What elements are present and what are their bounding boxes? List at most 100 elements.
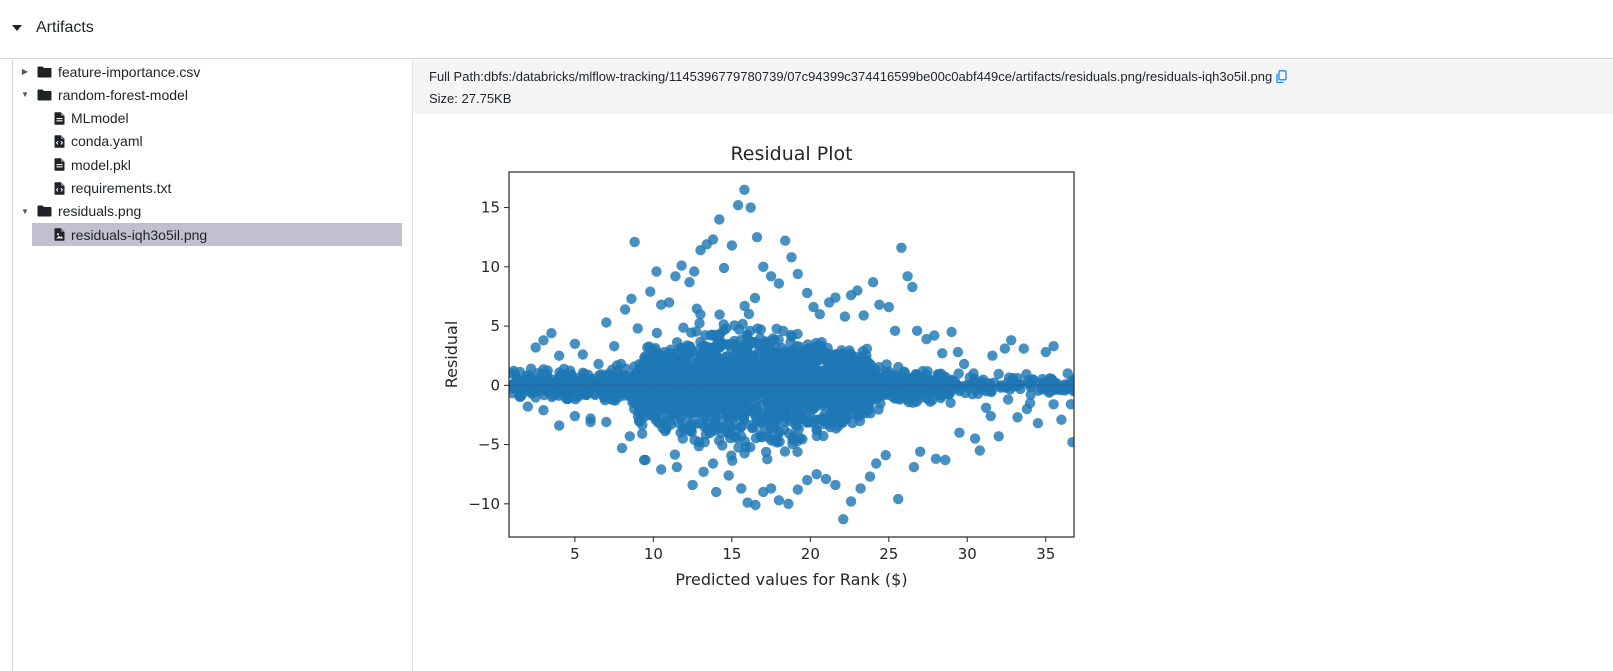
scatter-point — [883, 301, 894, 313]
scatter-point — [632, 323, 643, 334]
scatter-point — [747, 422, 758, 434]
scatter-point — [911, 325, 923, 336]
scatter-point — [752, 361, 763, 373]
caret-down-icon[interactable] — [12, 25, 22, 31]
scatter-point — [845, 496, 857, 507]
tree-item-conda-yaml[interactable]: conda.yaml — [32, 130, 402, 153]
artifacts-section-header[interactable]: Artifacts — [0, 0, 1613, 59]
scatter-point — [624, 431, 635, 442]
scatter-point — [894, 394, 905, 405]
scatter-point — [666, 371, 677, 382]
tree-item-mlmodel[interactable]: MLmodel — [32, 107, 402, 130]
scatter-point — [697, 340, 709, 351]
scatter-point — [566, 374, 577, 385]
scatter-point — [714, 309, 725, 320]
scatter-point — [873, 404, 884, 415]
scatter-point — [791, 394, 802, 406]
scatter-point — [656, 464, 667, 475]
full-path-label: Full Path: — [429, 69, 484, 84]
scatter-point — [743, 308, 755, 320]
file-icon — [54, 111, 65, 125]
scatter-point — [880, 450, 891, 461]
tree-item-random-forest-model[interactable]: ▼ random-forest-model — [13, 83, 414, 106]
scatter-point — [1069, 382, 1074, 393]
tree-item-residuals-iqh3o5il-png[interactable]: residuals-iqh3o5il.png — [32, 223, 402, 247]
scatter-point — [629, 236, 640, 248]
scatter-point — [637, 428, 648, 439]
scatter-point — [935, 368, 947, 379]
scatter-point — [740, 441, 752, 453]
scatter-point — [707, 234, 719, 245]
scatter-point — [799, 357, 810, 368]
scatter-point — [792, 328, 803, 340]
scatter-point — [830, 292, 841, 303]
scatter-point — [847, 417, 858, 429]
scatter-point — [737, 385, 748, 396]
scatter-point — [778, 408, 789, 420]
scatter-point — [1048, 341, 1059, 352]
scatter-point — [946, 326, 957, 338]
scatter-point — [872, 372, 883, 383]
tree-item-feature-importance-csv[interactable]: ▶ feature-importance.csv — [13, 60, 414, 83]
caret-down-icon[interactable]: ▼ — [21, 206, 29, 216]
scatter-point — [514, 384, 526, 396]
scatter-point — [1067, 437, 1074, 448]
x-tick-label: 25 — [879, 545, 898, 563]
scatter-point — [655, 400, 666, 411]
scatter-point — [902, 271, 913, 282]
scatter-point — [684, 424, 696, 436]
y-tick-label: 0 — [490, 376, 500, 394]
scatter-point — [697, 385, 709, 396]
scatter-point — [619, 304, 631, 315]
scatter-point — [571, 391, 582, 403]
scatter-point — [554, 350, 565, 361]
caret-down-icon[interactable]: ▼ — [21, 90, 29, 100]
scatter-point — [626, 293, 637, 304]
scatter-point — [678, 322, 689, 333]
scatter-point — [908, 461, 920, 473]
folder-icon — [37, 89, 52, 101]
caret-right-icon[interactable]: ▶ — [21, 67, 29, 76]
scatter-point — [874, 299, 885, 310]
scatter-point — [889, 325, 901, 336]
scatter-point — [1065, 399, 1074, 410]
scatter-point — [792, 268, 803, 280]
scatter-point — [838, 514, 849, 525]
scatter-point — [577, 349, 588, 360]
scatter-point — [852, 393, 863, 405]
scatter-point — [1018, 343, 1029, 354]
scatter-point — [732, 200, 744, 211]
scatter-point — [871, 393, 882, 404]
scatter-point — [773, 278, 785, 289]
scatter-point — [827, 415, 838, 426]
scatter-point — [774, 398, 785, 409]
scatter-point — [952, 346, 964, 358]
scatter-point — [616, 442, 628, 454]
scatter-point — [969, 433, 981, 444]
full-path-line: Full Path:dbfs:/databricks/mlflow-tracki… — [429, 69, 1287, 86]
scatter-point — [628, 369, 640, 381]
scatter-point — [554, 420, 565, 431]
scatter-point — [852, 285, 863, 296]
scatter-point — [787, 357, 798, 368]
scatter-point — [1044, 387, 1055, 398]
y-tick-label: 5 — [490, 317, 500, 335]
scatter-point — [828, 370, 839, 382]
scatter-point — [729, 341, 740, 352]
scatter-point — [797, 434, 808, 445]
scatter-point — [945, 397, 956, 408]
scatter-point — [1021, 403, 1033, 415]
tree-item-model-pkl[interactable]: model.pkl — [32, 153, 402, 176]
tree-item-requirements-txt[interactable]: requirements.txt — [32, 177, 402, 200]
scatter-point — [645, 286, 656, 297]
scatter-point — [791, 409, 803, 420]
size-label: Size: — [429, 91, 462, 106]
tree-item-residuals-png[interactable]: ▼ residuals.png — [13, 200, 414, 223]
scatter-point — [720, 362, 731, 374]
copy-icon[interactable] — [1276, 70, 1287, 86]
scatter-point — [639, 357, 650, 368]
tree-item-label: model.pkl — [71, 156, 131, 173]
scatter-point — [556, 384, 567, 395]
scatter-point — [664, 387, 676, 399]
scatter-point — [907, 281, 918, 293]
